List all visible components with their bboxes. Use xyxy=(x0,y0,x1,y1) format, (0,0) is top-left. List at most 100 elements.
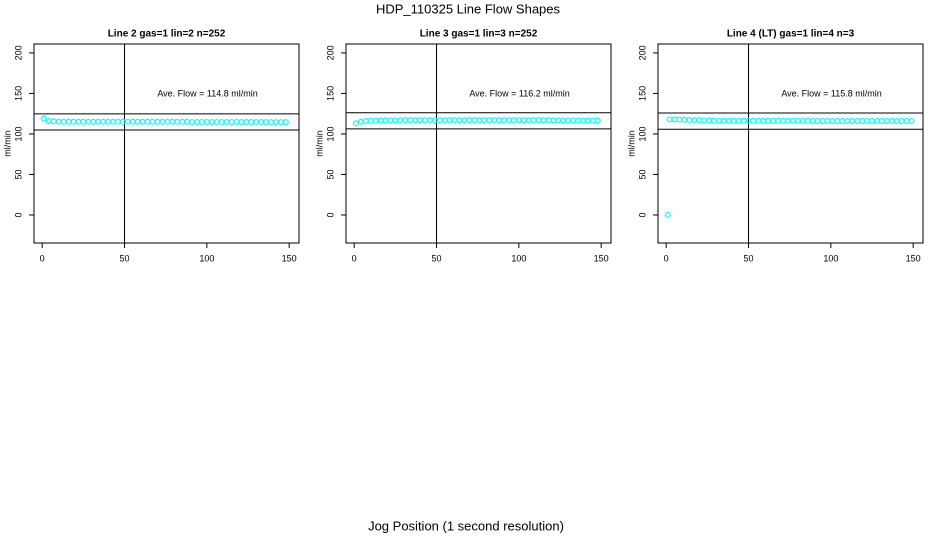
y-tick-label: 150 xyxy=(325,86,335,101)
data-point xyxy=(854,117,861,124)
data-point xyxy=(755,117,762,124)
x-tick-label: 150 xyxy=(906,253,921,263)
data-point xyxy=(839,117,846,124)
data-point xyxy=(555,117,562,124)
data-point xyxy=(189,118,196,125)
data-point xyxy=(243,119,250,126)
data-point xyxy=(407,117,414,124)
data-point xyxy=(129,118,136,125)
annotation: Ave. Flow = 115.8 ml/min xyxy=(781,88,881,98)
data-point xyxy=(814,117,821,124)
x-tick-label: 50 xyxy=(743,253,753,263)
y-tick-label: 0 xyxy=(325,212,335,217)
data-point xyxy=(520,117,527,124)
data-point xyxy=(491,117,498,124)
y-tick-label: 100 xyxy=(13,126,23,141)
data-point xyxy=(844,117,851,124)
y-tick-label: 50 xyxy=(13,169,23,179)
data-point xyxy=(238,119,245,126)
data-point xyxy=(100,118,107,125)
data-point xyxy=(530,117,537,124)
data-point xyxy=(804,117,811,124)
data-point xyxy=(869,117,876,124)
data-point xyxy=(594,117,601,124)
data-point xyxy=(65,118,72,125)
x-tick-label: 100 xyxy=(511,253,526,263)
data-point xyxy=(898,117,905,124)
data-point xyxy=(770,117,777,124)
x-tick-label: 150 xyxy=(282,253,297,263)
data-point xyxy=(154,118,161,125)
data-point xyxy=(565,117,572,124)
data-point xyxy=(794,117,801,124)
data-point xyxy=(417,117,424,124)
data-point xyxy=(545,117,552,124)
data-point xyxy=(873,117,880,124)
data-point xyxy=(710,117,717,124)
data-point xyxy=(535,117,542,124)
data-point xyxy=(50,118,57,125)
plot-frame xyxy=(657,43,924,244)
data-point xyxy=(164,118,171,125)
data-point xyxy=(248,119,255,126)
figure-title: HDP_110325 Line Flow Shapes xyxy=(376,1,561,16)
data-point xyxy=(55,118,62,125)
data-point xyxy=(456,117,463,124)
data-point xyxy=(859,117,866,124)
data-point xyxy=(134,118,141,125)
data-point xyxy=(666,116,673,123)
annotation: Ave. Flow = 116.2 ml/min xyxy=(469,88,569,98)
data-point xyxy=(510,117,517,124)
data-point xyxy=(730,117,737,124)
x-tick-label: 50 xyxy=(119,253,129,263)
data-point xyxy=(75,118,82,125)
x-tick-label: 100 xyxy=(199,253,214,263)
y-tick-label: 150 xyxy=(13,86,23,101)
y-tick-label: 200 xyxy=(325,45,335,60)
annotation: Ave. Flow = 114.8 ml/min xyxy=(157,88,257,98)
data-point xyxy=(575,117,582,124)
data-point xyxy=(515,117,522,124)
data-point xyxy=(159,118,166,125)
data-point xyxy=(213,118,220,125)
data-point xyxy=(441,117,448,124)
data-point xyxy=(888,117,895,124)
x-tick-label: 150 xyxy=(594,253,609,263)
y-axis-label: ml/min xyxy=(2,130,12,157)
data-point xyxy=(382,117,389,124)
data-point xyxy=(476,117,483,124)
y-tick-label: 200 xyxy=(13,45,23,60)
data-point xyxy=(149,118,156,125)
data-point xyxy=(496,117,503,124)
y-tick-label: 100 xyxy=(325,126,335,141)
data-point xyxy=(720,117,727,124)
data-point xyxy=(60,118,67,125)
data-point xyxy=(70,118,77,125)
data-point xyxy=(829,117,836,124)
data-point xyxy=(819,117,826,124)
data-point xyxy=(426,117,433,124)
data-point xyxy=(824,117,831,124)
data-point xyxy=(501,117,508,124)
panel-title: Line 4 (LT) gas=1 lin=4 n=3 xyxy=(727,29,855,40)
data-point xyxy=(780,117,787,124)
data-point xyxy=(179,118,186,125)
data-point xyxy=(357,118,364,125)
data-point xyxy=(750,117,757,124)
data-point xyxy=(883,117,890,124)
data-point xyxy=(540,117,547,124)
x-tick-label: 100 xyxy=(823,253,838,263)
data-point xyxy=(715,117,722,124)
x-tick-label: 0 xyxy=(664,253,669,263)
data-point xyxy=(701,117,708,124)
data-point xyxy=(253,119,260,126)
data-point xyxy=(471,117,478,124)
data-point xyxy=(263,119,270,126)
data-point xyxy=(421,117,428,124)
data-point xyxy=(505,117,512,124)
data-point xyxy=(372,117,379,124)
data-point xyxy=(45,117,52,124)
x-tick-label: 0 xyxy=(352,253,357,263)
x-tick-label: 0 xyxy=(40,253,45,263)
